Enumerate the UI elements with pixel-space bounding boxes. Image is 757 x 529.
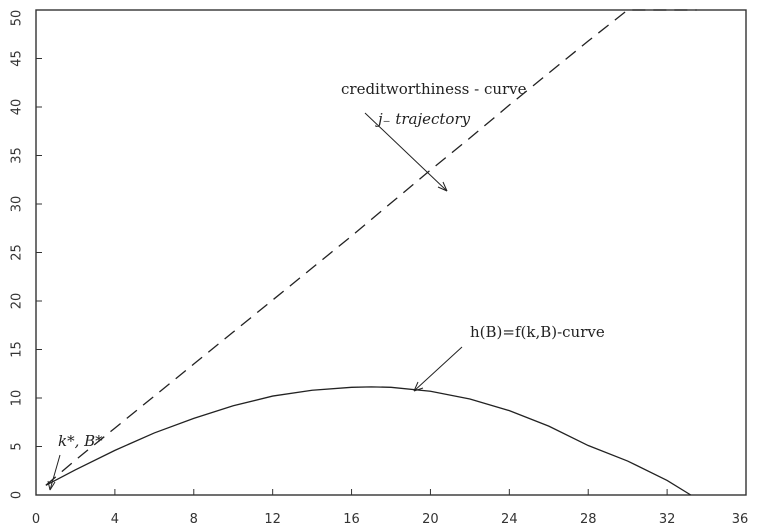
y-tick-label-9: 45 xyxy=(10,50,25,67)
y-tick-label-5: 25 xyxy=(10,244,25,261)
y-tick-label-0: 0 xyxy=(10,491,25,499)
x-tick-label-6: 24 xyxy=(501,512,518,527)
hb-curve-line xyxy=(45,386,692,496)
y-tick-label-6: 30 xyxy=(10,196,25,213)
y-tick-label-8: 40 xyxy=(10,99,25,116)
x-tick-label-4: 16 xyxy=(343,512,360,527)
y-tick-label-1: 5 xyxy=(10,442,25,450)
annotation-kb-label: k*, B* xyxy=(58,432,103,450)
x-tick-label-3: 12 xyxy=(264,512,281,527)
annotation-creditworthiness: creditworthiness - curve j₋ trajectory xyxy=(341,80,527,192)
y-tick-label-3: 15 xyxy=(10,341,25,358)
y-tick-label-7: 35 xyxy=(10,147,25,164)
annotation-kb-arrow xyxy=(49,454,61,491)
x-tick-label-8: 32 xyxy=(659,512,676,527)
annotation-creditworthiness-arrow xyxy=(364,112,448,192)
x-tick-label-5: 20 xyxy=(422,512,439,527)
annotation-hb-label: h(B)=f(k,B)-curve xyxy=(470,323,605,341)
annotation-trajectory-label: j₋ trajectory xyxy=(375,110,471,128)
annotation-hb-curve: h(B)=f(k,B)-curve xyxy=(413,323,605,392)
annotation-creditworthiness-label: creditworthiness - curve xyxy=(341,80,527,98)
x-tick-label-0: 0 xyxy=(32,512,40,527)
y-tick-label-10: 50 xyxy=(10,10,25,27)
x-tick-label-2: 8 xyxy=(190,512,198,527)
y-tick-label-2: 10 xyxy=(10,390,25,407)
tick-group: 0 4 8 12 16 20 24 28 32 36 0 5 10 15 20 25 30 35 40 45 50 xyxy=(10,9,749,527)
annotation-kb-star: k*, B* xyxy=(47,432,103,491)
x-tick-label-7: 28 xyxy=(580,512,597,527)
annotation-hb-arrowhead xyxy=(413,381,424,392)
annotation-creditworthiness-arrowhead xyxy=(437,181,448,192)
x-tick-label-1: 4 xyxy=(111,512,119,527)
annotation-hb-arrow xyxy=(413,346,463,392)
series-group xyxy=(45,9,697,496)
x-tick-label-9: 36 xyxy=(732,512,749,527)
y-tick-label-4: 20 xyxy=(10,293,25,310)
creditworthiness-curve-line xyxy=(45,9,697,486)
annotation-kb-arrowhead xyxy=(47,480,56,491)
